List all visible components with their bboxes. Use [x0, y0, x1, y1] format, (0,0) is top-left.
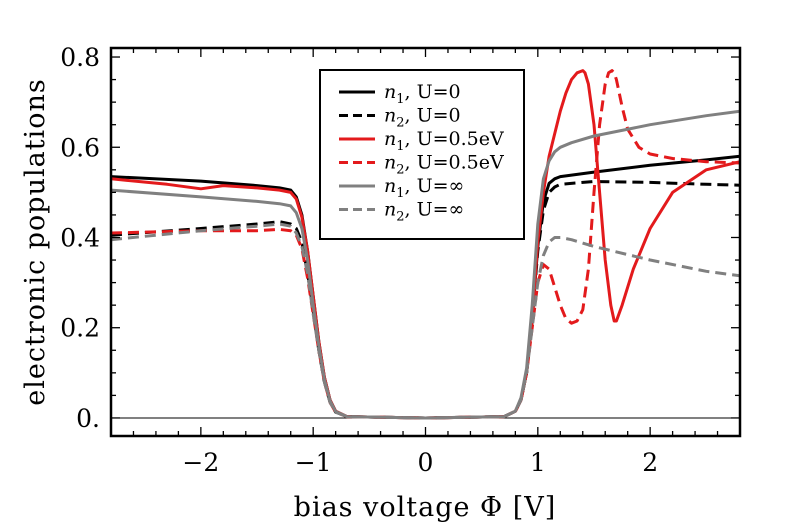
y-tick-label: 0. [76, 404, 100, 433]
series-line-4 [111, 69, 740, 420]
series-line-6 [111, 222, 740, 420]
x-tick-label: 2 [642, 448, 658, 477]
y-tick-label: 0.6 [60, 133, 100, 162]
y-axis-label: electronic populations [20, 78, 51, 405]
y-tick-label: 0.4 [60, 223, 100, 252]
legend-entry-1: n1, U=0 [384, 81, 461, 107]
y-tick-label: 0.2 [60, 314, 100, 343]
x-tick-label: 1 [530, 448, 546, 477]
legend-entry-3: n1, U=0.5eV [384, 128, 504, 154]
x-tick-label: −1 [295, 448, 332, 477]
legend-entry-4: n2, U=0.5eV [384, 152, 504, 178]
x-tick-label: −2 [182, 448, 219, 477]
x-tick-label: 0 [418, 448, 434, 477]
legend-entry-2: n2, U=0 [384, 105, 461, 131]
x-axis-label: bias voltage Φ [V] [294, 492, 557, 523]
y-tick-label: 0.8 [60, 43, 100, 72]
legend-entry-5: n1, U=∞ [384, 175, 464, 201]
legend-entry-6: n2, U=∞ [384, 199, 464, 225]
